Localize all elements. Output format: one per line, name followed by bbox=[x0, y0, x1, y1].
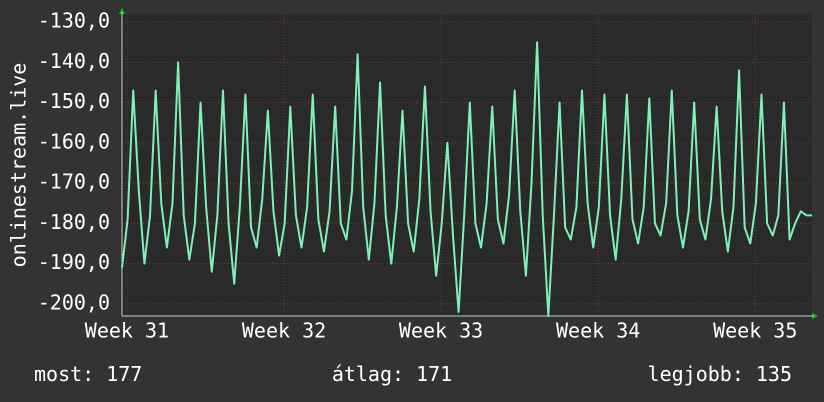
stat-value: 177 bbox=[106, 362, 142, 386]
y-tick-label: -150,0 bbox=[38, 89, 110, 113]
y-tick-label: -180,0 bbox=[38, 210, 110, 234]
y-tick-label: -170,0 bbox=[38, 170, 110, 194]
x-tick-label: Week 34 bbox=[556, 319, 640, 343]
data-line bbox=[121, 41, 812, 317]
y-tick-label: -130,0 bbox=[38, 9, 110, 33]
stat-label: most: bbox=[34, 362, 94, 386]
stat: legjobb: 135 bbox=[648, 362, 792, 386]
x-tick-label: Week 31 bbox=[85, 319, 169, 343]
stat-value: 135 bbox=[756, 362, 792, 386]
axis-arrow bbox=[812, 313, 818, 319]
y-tick-label: -190,0 bbox=[38, 250, 110, 274]
x-tick-label: Week 33 bbox=[399, 319, 483, 343]
x-tick-label: Week 32 bbox=[242, 319, 326, 343]
stat: most: 177 bbox=[34, 362, 142, 386]
axis-arrow bbox=[119, 8, 125, 14]
stat-value: 171 bbox=[416, 362, 452, 386]
y-tick-label: -140,0 bbox=[38, 49, 110, 73]
y-tick-label: -160,0 bbox=[38, 129, 110, 153]
stat-label: legjobb: bbox=[648, 362, 744, 386]
x-tick-label: Week 35 bbox=[713, 319, 797, 343]
stat: átlag: 171 bbox=[332, 362, 452, 386]
y-axis-label: onlinestream.live bbox=[7, 63, 31, 268]
y-tick-label: -200,0 bbox=[38, 290, 110, 314]
stat-label: átlag: bbox=[332, 362, 404, 386]
